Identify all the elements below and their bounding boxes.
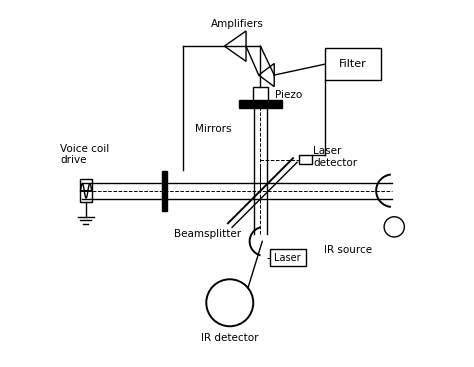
Bar — [162, 171, 167, 211]
Text: Beamsplitter: Beamsplitter — [174, 229, 241, 239]
Bar — [239, 100, 282, 108]
Bar — [299, 155, 312, 164]
Text: Filter: Filter — [339, 59, 366, 69]
Bar — [80, 179, 92, 202]
Bar — [253, 87, 268, 100]
Text: Amplifiers: Amplifiers — [210, 19, 264, 29]
Polygon shape — [259, 63, 274, 87]
Polygon shape — [224, 31, 246, 61]
Text: Laser
detector: Laser detector — [313, 146, 357, 168]
Text: Piezo: Piezo — [275, 90, 302, 100]
Text: IR source: IR source — [324, 246, 372, 255]
Bar — [270, 250, 306, 266]
Text: IR detector: IR detector — [201, 334, 258, 344]
Text: Laser: Laser — [274, 252, 301, 263]
Text: Mirrors: Mirrors — [195, 124, 232, 134]
Text: Voice coil
drive: Voice coil drive — [60, 144, 109, 166]
Bar — [325, 48, 381, 80]
